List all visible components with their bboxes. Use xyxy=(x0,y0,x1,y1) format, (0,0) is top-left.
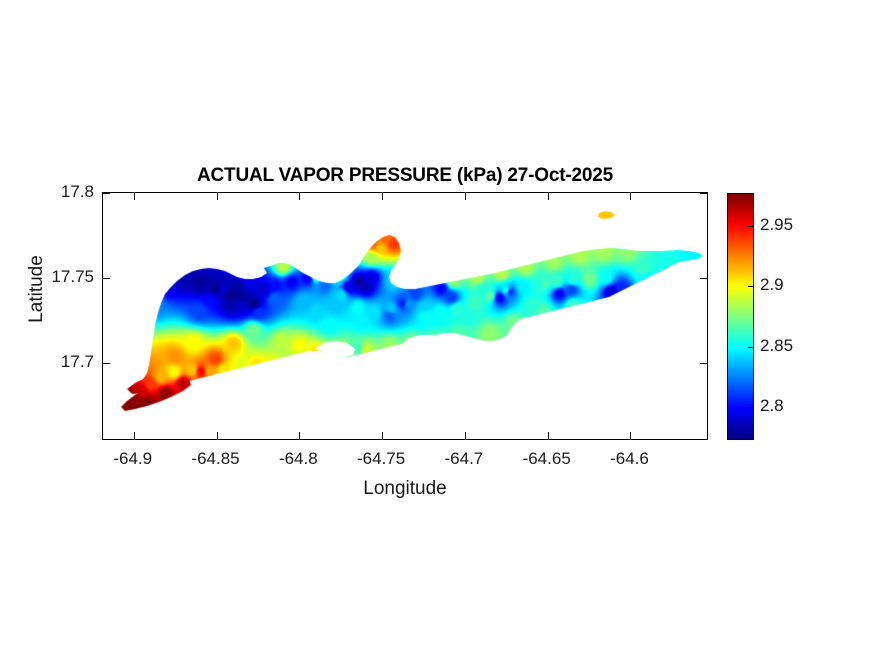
colorbar-gradient xyxy=(728,194,753,439)
x-tick-mark xyxy=(630,432,632,439)
colorbar-tick-label: 2.95 xyxy=(760,215,794,235)
y-tick-mark xyxy=(700,363,707,364)
x-tick-label: -64.85 xyxy=(191,449,240,468)
y-tick-mark xyxy=(103,193,110,194)
colorbar-tick-label: 2.8 xyxy=(760,395,784,415)
x-tick-mark xyxy=(216,193,218,200)
colorbar xyxy=(727,193,754,440)
x-tick-mark xyxy=(547,432,549,439)
x-tick-mark xyxy=(133,193,135,200)
x-tick-mark xyxy=(299,193,301,200)
x-tick-label: -64.75 xyxy=(356,449,406,468)
x-tick-label: -64.65 xyxy=(522,449,571,468)
colorbar-tick-label: 2.9 xyxy=(760,275,784,295)
x-tick-label: -64.8 xyxy=(278,449,318,468)
y-tick-mark xyxy=(103,278,110,279)
x-tick-mark xyxy=(630,193,632,200)
x-tick-mark xyxy=(547,193,549,200)
x-tick-label: -64.6 xyxy=(610,449,649,468)
colorbar-tick-mark xyxy=(748,406,753,408)
page-title: ACTUAL VAPOR PRESSURE (kPa) 27-Oct-2025 xyxy=(197,165,613,186)
y-tick-label: 17.7 xyxy=(60,352,94,371)
y-tick-label: 17.8 xyxy=(60,182,94,201)
x-tick-label: -64.9 xyxy=(113,449,153,468)
y-axis-label: Latitude xyxy=(26,255,47,323)
x-tick-label: -64.7 xyxy=(444,449,484,468)
colorbar-tick-label: 2.85 xyxy=(760,335,794,355)
x-axis-label: Longitude xyxy=(363,478,447,499)
y-tick-mark xyxy=(103,363,110,364)
x-tick-mark xyxy=(382,193,384,200)
colorbar-tick-mark xyxy=(748,346,753,348)
y-tick-mark xyxy=(700,193,707,194)
x-tick-mark xyxy=(299,432,301,439)
map-axes xyxy=(102,192,708,440)
x-tick-mark xyxy=(382,432,384,439)
y-tick-mark xyxy=(700,278,707,279)
vapor-pressure-heatmap xyxy=(103,193,707,439)
colorbar-tick-mark xyxy=(748,226,753,228)
x-tick-mark xyxy=(464,432,466,439)
x-tick-mark xyxy=(216,432,218,439)
x-tick-mark xyxy=(464,193,466,200)
colorbar-tick-mark xyxy=(748,286,753,288)
x-tick-mark xyxy=(133,432,135,439)
y-tick-label: 17.75 xyxy=(51,267,94,286)
